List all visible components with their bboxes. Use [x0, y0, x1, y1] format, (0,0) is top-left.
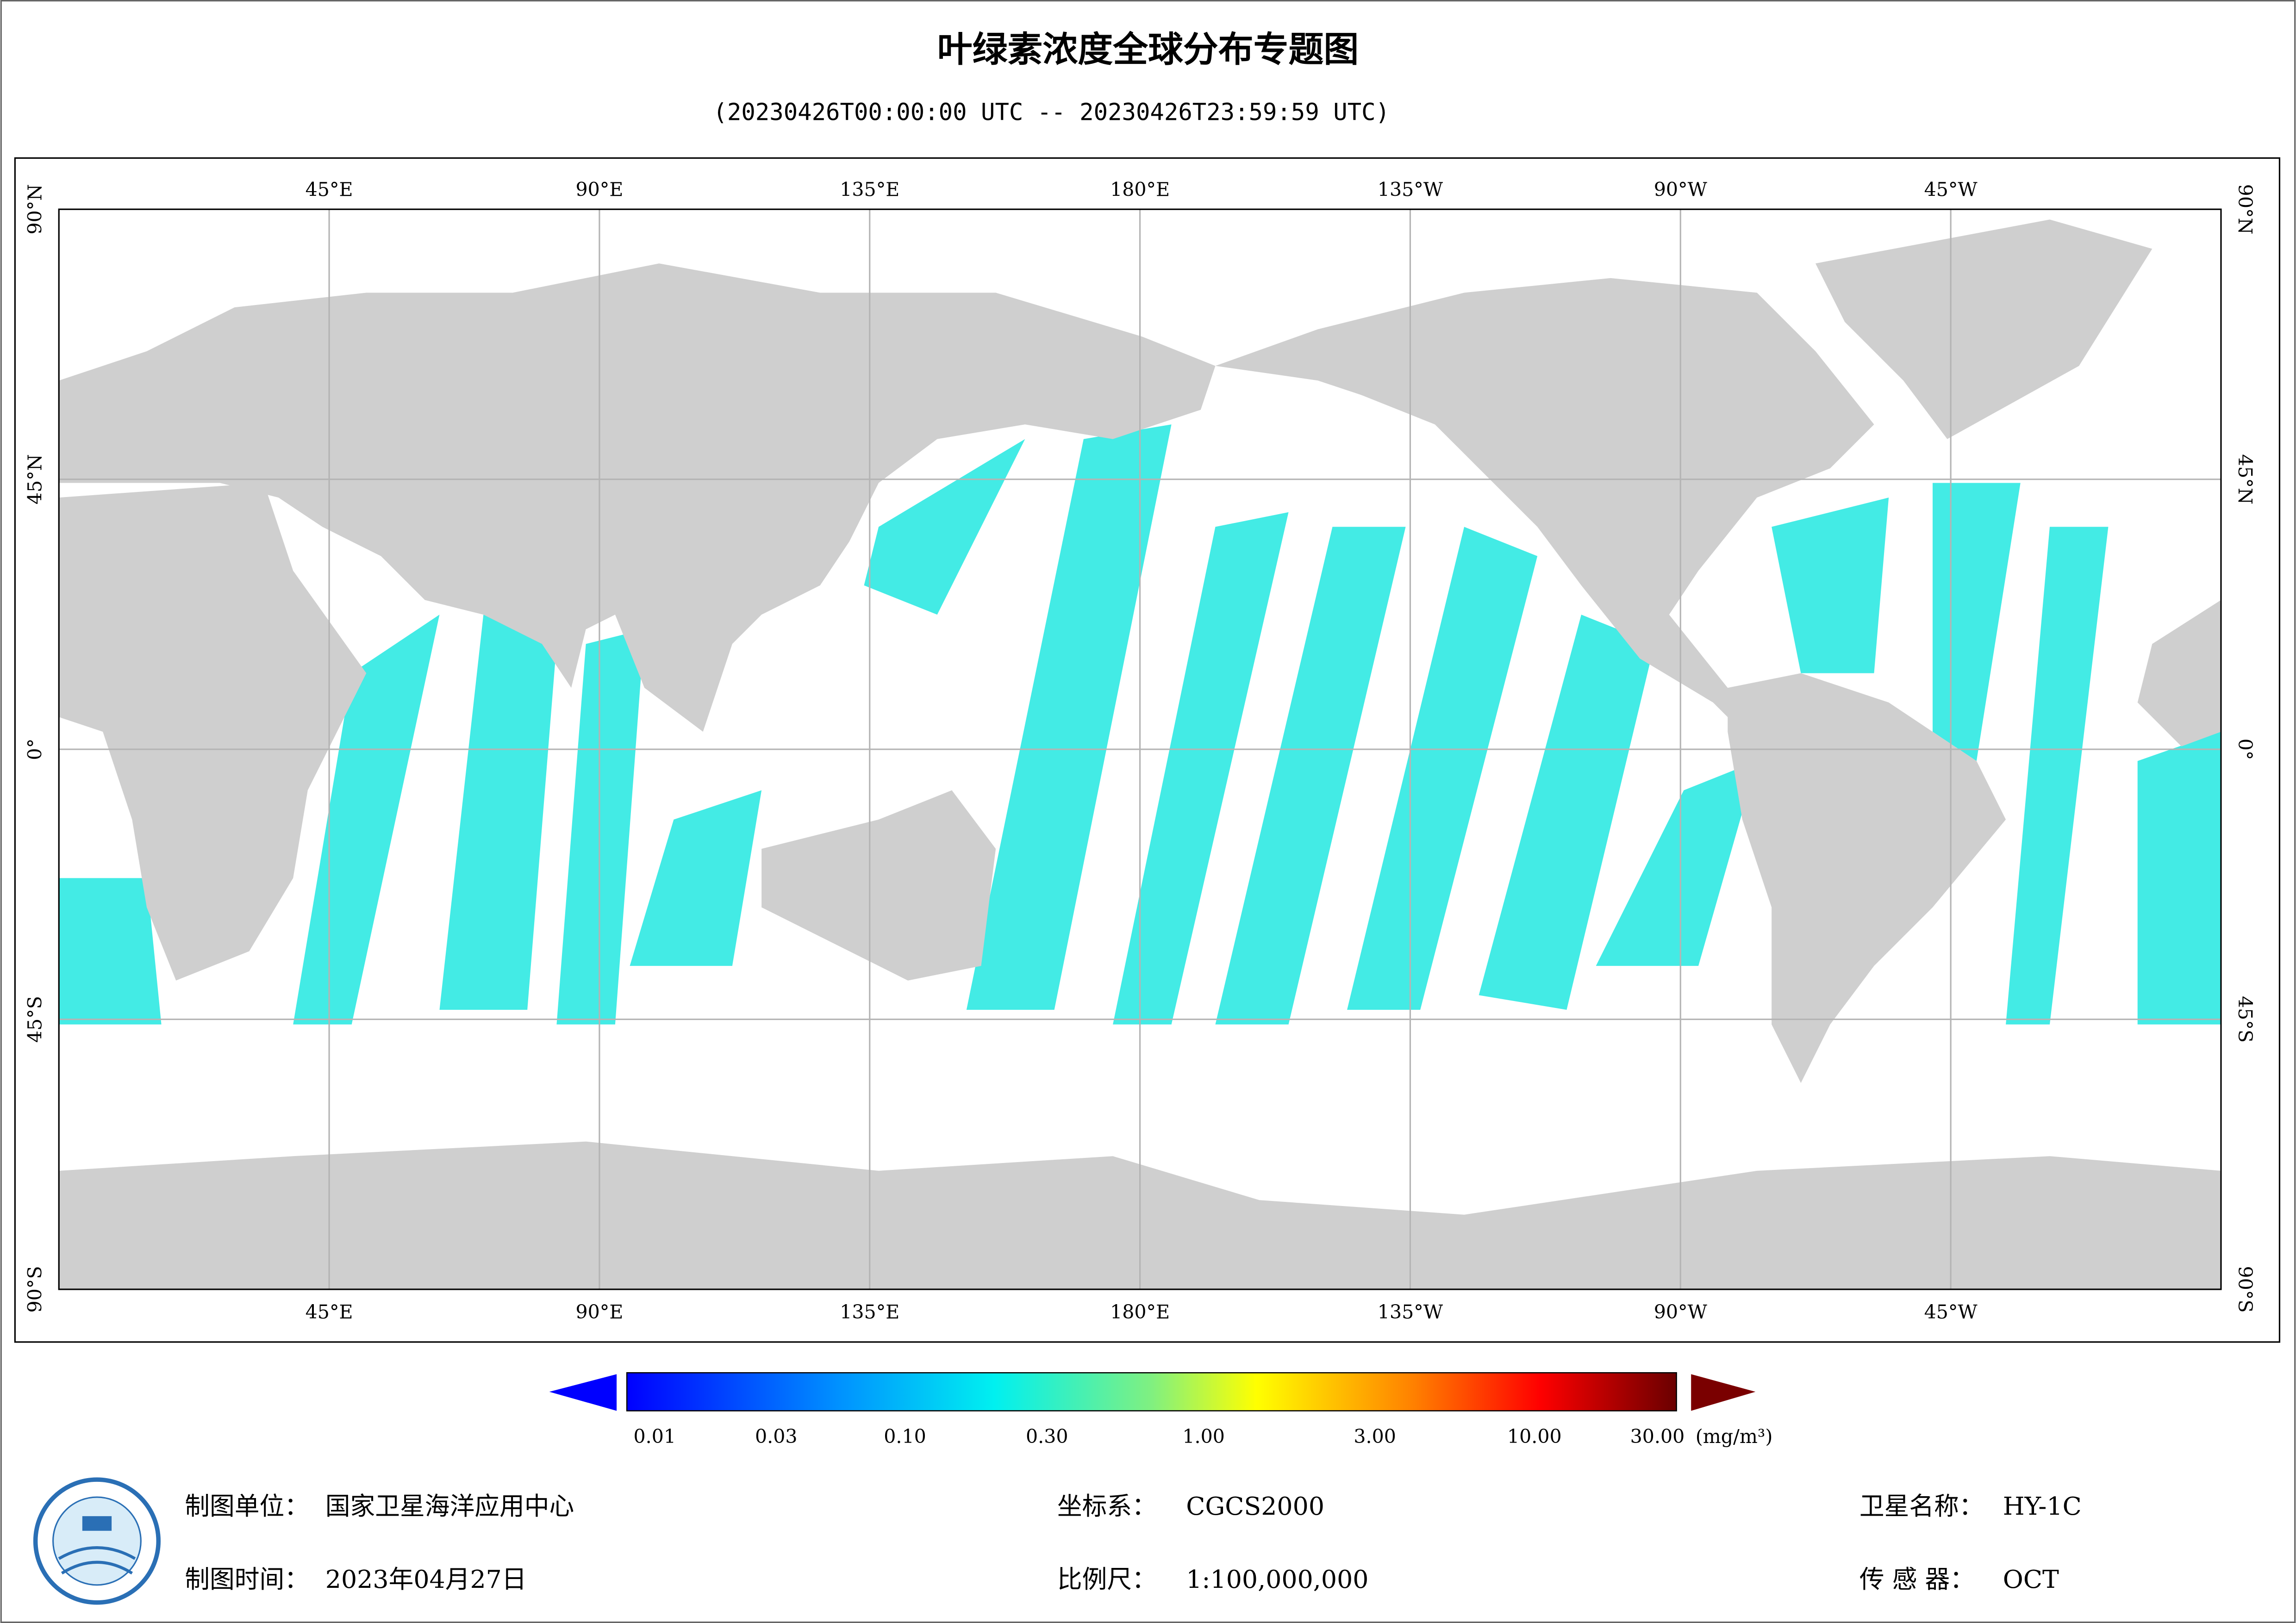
footer-label: 制图时间：: [185, 1565, 309, 1594]
lat-label-left: 45°N: [24, 454, 46, 504]
lon-label-top: 45°W: [1924, 179, 1978, 201]
footer-label: 比例尺：: [1057, 1565, 1157, 1594]
africa: [59, 483, 367, 981]
footer-label: 坐标系：: [1057, 1492, 1157, 1521]
colorbar-high-arrow: [1691, 1374, 1756, 1411]
lon-label-top: 180°E: [1110, 179, 1170, 201]
lat-label-right: 45°S: [2234, 996, 2256, 1043]
lat-label-left: 0°: [24, 739, 46, 760]
footer-value: 2023年04月27日: [325, 1565, 527, 1594]
footer-value: CGCS2000: [1186, 1492, 1324, 1521]
lat-label-left: 45°S: [24, 996, 46, 1043]
colorbar-low-arrow: [549, 1374, 617, 1411]
footer-value: OCT: [2003, 1565, 2059, 1594]
swath: [1113, 512, 1289, 1025]
swath: [1596, 761, 1757, 966]
colorbar-tick-label: 0.03: [755, 1425, 798, 1448]
south-america: [1728, 673, 2006, 1083]
lon-label-top: 135°E: [840, 179, 899, 201]
swath: [59, 878, 162, 1025]
colorbar-ramp: [626, 1372, 1677, 1412]
lat-label-right: 90°S: [2234, 1266, 2256, 1312]
swath: [556, 629, 645, 1025]
lat-label-right: 0°: [2234, 739, 2256, 760]
lon-label-top: 135°W: [1378, 179, 1443, 201]
lat-label-right: 45°N: [2234, 454, 2256, 504]
colorbar-tick-label: 3.00: [1354, 1425, 1396, 1448]
map: [59, 209, 2221, 1289]
swath: [439, 615, 557, 1010]
swath: [1347, 527, 1538, 1010]
lat-label-left: 90°S: [24, 1266, 46, 1312]
lon-label-bottom: 135°E: [840, 1301, 899, 1323]
logo-satellite: [82, 1516, 112, 1531]
colorbar-tick-label: 0.30: [1026, 1425, 1068, 1448]
colorbar: 0.01 0.03 0.10 0.30 1.00 3.00 10.00 30.00 (mg/m…: [549, 1372, 1773, 1448]
footer-value: 国家卫星海洋应用中心: [325, 1492, 574, 1521]
colorbar-ticks: 0.01 0.03 0.10 0.30 1.00 3.00 10.00 30.00: [634, 1425, 1685, 1448]
footer: 制图单位： 国家卫星海洋应用中心 制图时间： 2023年04月27日 坐标系： …: [185, 1492, 2082, 1594]
title: 叶绿素浓度全球分布专题图: [937, 29, 1359, 70]
swath: [1215, 527, 1406, 1025]
greenland: [1816, 219, 2152, 439]
lon-label-bottom: 45°W: [1924, 1301, 1978, 1323]
north-america: [1215, 278, 1874, 746]
swath: [864, 439, 1025, 615]
west-africa: [2137, 600, 2221, 746]
colorbar-unit: (mg/m³): [1696, 1425, 1773, 1448]
swath: [1932, 483, 2021, 761]
colorbar-tick-label: 1.00: [1182, 1425, 1225, 1448]
map-border: [58, 208, 2222, 1290]
swath: [1772, 497, 1889, 673]
lon-label-bottom: 135°W: [1378, 1301, 1443, 1323]
logo: [33, 1477, 161, 1605]
australia: [761, 790, 996, 981]
logo-waves: [58, 1546, 136, 1575]
swath: [966, 424, 1172, 1010]
lon-label-top: 90°E: [575, 179, 623, 201]
eurasia: [59, 263, 1216, 732]
lon-label-top: 45°E: [306, 179, 353, 201]
map-frame: [14, 157, 2281, 1343]
lat-label-right: 90°N: [2234, 184, 2256, 235]
graticule: [59, 209, 2221, 1289]
footer-value: 1:100,000,000: [1186, 1565, 1368, 1594]
colorbar-tick-label: 10.00: [1507, 1425, 1562, 1448]
lon-label-bottom: 180°E: [1110, 1301, 1170, 1323]
subtitle: (20230426T00:00:00 UTC -- 20230426T23:59…: [713, 98, 1390, 125]
lon-label-bottom: 45°E: [306, 1301, 353, 1323]
swath: [630, 790, 762, 966]
lon-label-top: 90°W: [1654, 179, 1708, 201]
footer-label: 传 感 器：: [1859, 1565, 1975, 1594]
lat-label-left: 90°N: [24, 184, 46, 235]
graticule-labels: 45°E 45°E 90°E 90°E 135°E 135°E 180°E 180°E 135°…: [24, 179, 2256, 1323]
swath: [1479, 615, 1655, 1010]
swath: [2137, 732, 2221, 1025]
logo-globe: [52, 1496, 142, 1586]
colorbar-tick-label: 30.00: [1630, 1425, 1685, 1448]
footer-label: 卫星名称：: [1859, 1492, 1984, 1521]
footer-label: 制图单位：: [185, 1492, 309, 1521]
footer-value: HY-1C: [2003, 1492, 2082, 1521]
lon-label-bottom: 90°W: [1654, 1301, 1708, 1323]
lon-label-bottom: 90°E: [575, 1301, 623, 1323]
colorbar-tick-label: 0.01: [634, 1425, 676, 1448]
swath: [2006, 527, 2109, 1025]
colorbar-tick-label: 0.10: [884, 1425, 926, 1448]
